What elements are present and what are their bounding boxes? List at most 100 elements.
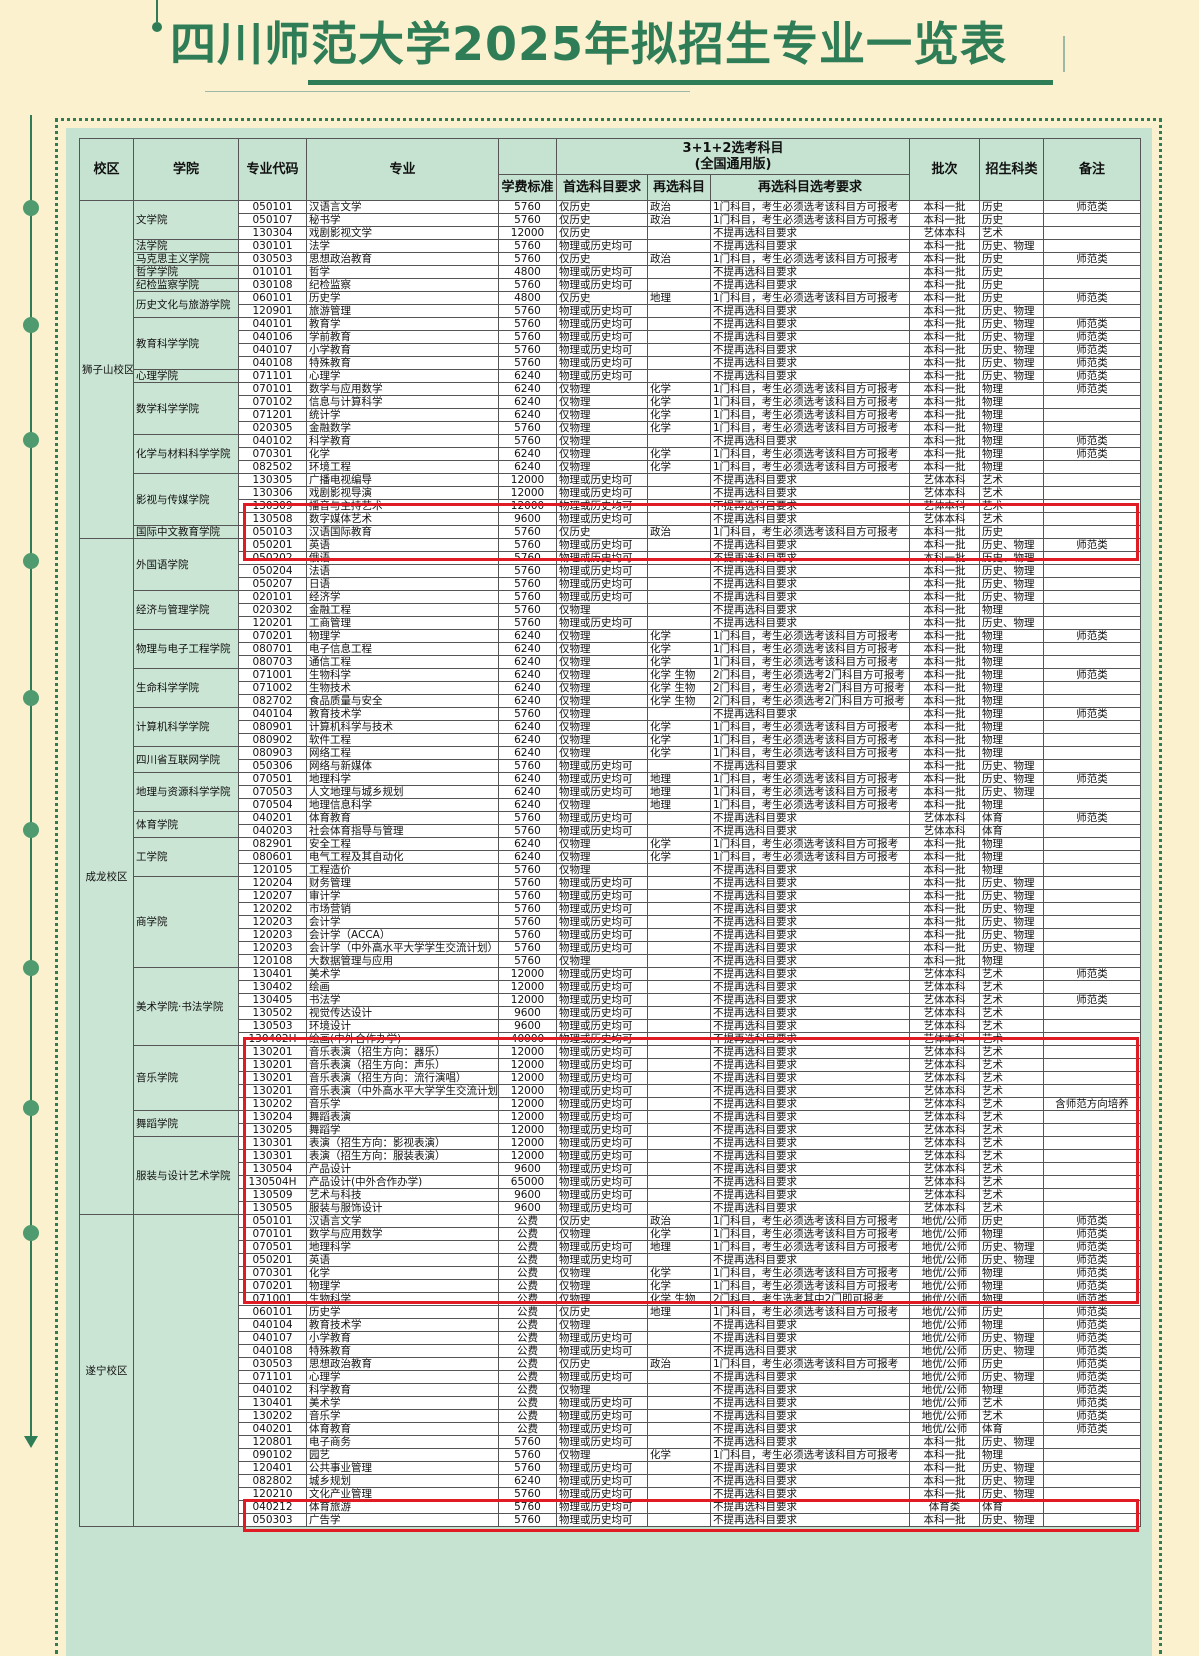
batch-cell: 本科一批 bbox=[909, 304, 981, 318]
remark-cell: 师范类 bbox=[1043, 707, 1142, 721]
table-row: 040102 科学教育 公费 仅物理 不提再选科目要求 地优/公师 物理 师范类 bbox=[80, 1383, 1142, 1397]
table-row: 四川省互联网学院 080903 网络工程 6240 仅物理 化学 1门科目，考生必须选考该科… bbox=[80, 746, 1142, 773]
remark-cell bbox=[1043, 1123, 1142, 1137]
major-cell: 产品设计 bbox=[306, 1162, 499, 1176]
major-cell: 生物科学 bbox=[306, 668, 499, 682]
batch-cell: 艺体本科 bbox=[909, 512, 981, 526]
category-cell: 物理 bbox=[979, 1227, 1045, 1241]
major-cell: 体育旅游 bbox=[306, 1500, 499, 1514]
table-row: 070101 数学与应用数学 公费 仅物理 化学 1门科目，考生必须选考该科目方可报考 地优… bbox=[80, 1227, 1142, 1241]
college-cell: 外国语学院 bbox=[133, 538, 239, 591]
category-cell: 艺术 bbox=[979, 486, 1045, 500]
fee-cell: 12000 bbox=[498, 993, 557, 1007]
code-cell: 070301 bbox=[238, 447, 307, 461]
requirement-cell: 不提再选科目要求 bbox=[709, 1370, 911, 1384]
batch-cell: 地优/公师 bbox=[909, 1279, 981, 1293]
table-row: 130309 播音与主持艺术 12000 物理或历史均可 不提再选科目要求 艺体本科 艺术 bbox=[80, 499, 1142, 513]
category-cell: 物理 bbox=[979, 1318, 1045, 1332]
remark-cell bbox=[1043, 1513, 1142, 1527]
second-subject-cell bbox=[647, 343, 711, 357]
second-subject-cell bbox=[647, 1136, 711, 1150]
remark-cell: 师范类 bbox=[1043, 967, 1142, 981]
fee-cell: 公费 bbox=[498, 1214, 557, 1228]
category-cell: 历史、物理 bbox=[979, 1344, 1045, 1358]
table-row: 071001 生物科学 公费 仅物理 化学 生物 2门科目，考生选考其中2门即可报考 地优/… bbox=[80, 1292, 1142, 1306]
major-cell: 舞蹈表演 bbox=[306, 1110, 499, 1124]
category-cell: 历史、物理 bbox=[979, 616, 1045, 630]
fee-cell: 5760 bbox=[498, 928, 557, 942]
major-cell: 学前教育 bbox=[306, 330, 499, 344]
major-cell: 音乐表演（中外高水平大学学生交流计划） bbox=[306, 1084, 499, 1098]
major-cell: 审计学 bbox=[306, 889, 499, 903]
code-cell: 050103 bbox=[238, 525, 307, 539]
remark-cell bbox=[1043, 590, 1142, 604]
table-row: 050202 俄语 5760 物理或历史均可 不提再选科目要求 本科一批 历史、物理 bbox=[80, 551, 1142, 565]
category-cell: 体育 bbox=[979, 811, 1045, 825]
batch-cell: 本科一批 bbox=[909, 343, 981, 357]
college-cell: 商学院 bbox=[133, 876, 239, 968]
first-subject-cell: 仅历史 bbox=[556, 291, 648, 305]
code-cell: 080703 bbox=[238, 655, 307, 669]
batch-cell: 本科一批 bbox=[909, 395, 981, 409]
table-row: 071002 生物技术 6240 仅物理 化学 生物 2门科目，考生必须选考2门科目方可报… bbox=[80, 681, 1142, 695]
second-subject-cell bbox=[647, 902, 711, 916]
major-cell: 文化产业管理 bbox=[306, 1487, 499, 1501]
second-subject-cell bbox=[647, 226, 711, 240]
table-row: 120203 会计学 5760 物理或历史均可 不提再选科目要求 本科一批 历史、物理 bbox=[80, 915, 1142, 929]
second-subject-cell bbox=[647, 1149, 711, 1163]
category-cell: 艺术 bbox=[979, 1110, 1045, 1124]
category-cell: 物理 bbox=[979, 720, 1045, 734]
remark-cell: 师范类 bbox=[1043, 629, 1142, 643]
major-cell: 小学教育 bbox=[306, 1331, 499, 1345]
code-cell: 030503 bbox=[238, 1357, 307, 1371]
remark-cell bbox=[1043, 1110, 1142, 1124]
college-cell: 法学院 bbox=[133, 239, 239, 253]
major-cell: 美术学 bbox=[306, 967, 499, 981]
fee-cell: 5760 bbox=[498, 811, 557, 825]
code-cell: 120202 bbox=[238, 902, 307, 916]
code-cell: 130502 bbox=[238, 1006, 307, 1020]
fee-cell: 12000 bbox=[498, 1110, 557, 1124]
category-cell: 历史 bbox=[979, 1357, 1045, 1371]
table-row: 020305 金融数学 5760 仅物理 化学 1门科目，考生必须选考该科目方可报考 本科一… bbox=[80, 421, 1142, 435]
requirement-cell: 不提再选科目要求 bbox=[709, 759, 911, 773]
batch-cell: 艺体本科 bbox=[909, 967, 981, 981]
major-cell: 地理科学 bbox=[306, 1240, 499, 1254]
remark-cell bbox=[1043, 850, 1142, 864]
requirement-cell: 不提再选科目要求 bbox=[709, 590, 911, 604]
table-row: 计算机科学学院 040104 教育技术学 5760 仅物理 不提再选科目要求 本科一批 物理师… bbox=[80, 707, 1142, 747]
code-cell: 082802 bbox=[238, 1474, 307, 1488]
major-cell: 音乐表演（招生方向：流行演唱） bbox=[306, 1071, 499, 1085]
remark-cell: 师范类 bbox=[1043, 434, 1142, 448]
header-major: 专业 bbox=[306, 138, 499, 201]
timeline-dot bbox=[23, 690, 39, 706]
remark-cell bbox=[1043, 1474, 1142, 1488]
major-cell: 数学与应用数学 bbox=[306, 1227, 499, 1241]
major-cell: 历史学 bbox=[306, 1305, 499, 1319]
requirement-cell: 不提再选科目要求 bbox=[709, 1331, 911, 1345]
fee-cell: 公费 bbox=[498, 1409, 557, 1423]
second-subject-cell bbox=[647, 551, 711, 565]
first-subject-cell: 仅物理 bbox=[556, 837, 648, 851]
code-cell: 071001 bbox=[238, 1292, 307, 1306]
batch-cell: 本科一批 bbox=[909, 1461, 981, 1475]
fee-cell: 公费 bbox=[498, 1370, 557, 1384]
table-row: 马克思主义学院 030503 思想政治教育 5760 仅历史 政治 1门科目，考生必须选考该… bbox=[80, 252, 1142, 266]
second-subject-cell bbox=[647, 1318, 711, 1332]
college-cell: 教育科学学院 bbox=[133, 317, 239, 370]
fee-cell: 12000 bbox=[498, 1058, 557, 1072]
college-cell: 马克思主义学院 bbox=[133, 252, 239, 266]
code-cell: 130201 bbox=[238, 1058, 307, 1072]
requirement-cell: 不提再选科目要求 bbox=[709, 1383, 911, 1397]
second-subject-cell bbox=[647, 603, 711, 617]
category-cell: 物理 bbox=[979, 655, 1045, 669]
requirement-cell: 1门科目，考生必须选考该科目方可报考 bbox=[709, 720, 911, 734]
fee-cell: 5760 bbox=[498, 200, 557, 214]
table-row: 130402H 绘画(中外合作办学) 40000 物理或历史均可 不提再选科目要求 艺体本… bbox=[80, 1032, 1142, 1046]
category-cell: 艺术 bbox=[979, 1409, 1045, 1423]
first-subject-cell: 物理或历史均可 bbox=[556, 785, 648, 799]
second-subject-cell bbox=[647, 863, 711, 877]
batch-cell: 本科一批 bbox=[909, 902, 981, 916]
major-cell: 会计学 bbox=[306, 915, 499, 929]
timeline-arrow-icon bbox=[24, 1436, 38, 1448]
